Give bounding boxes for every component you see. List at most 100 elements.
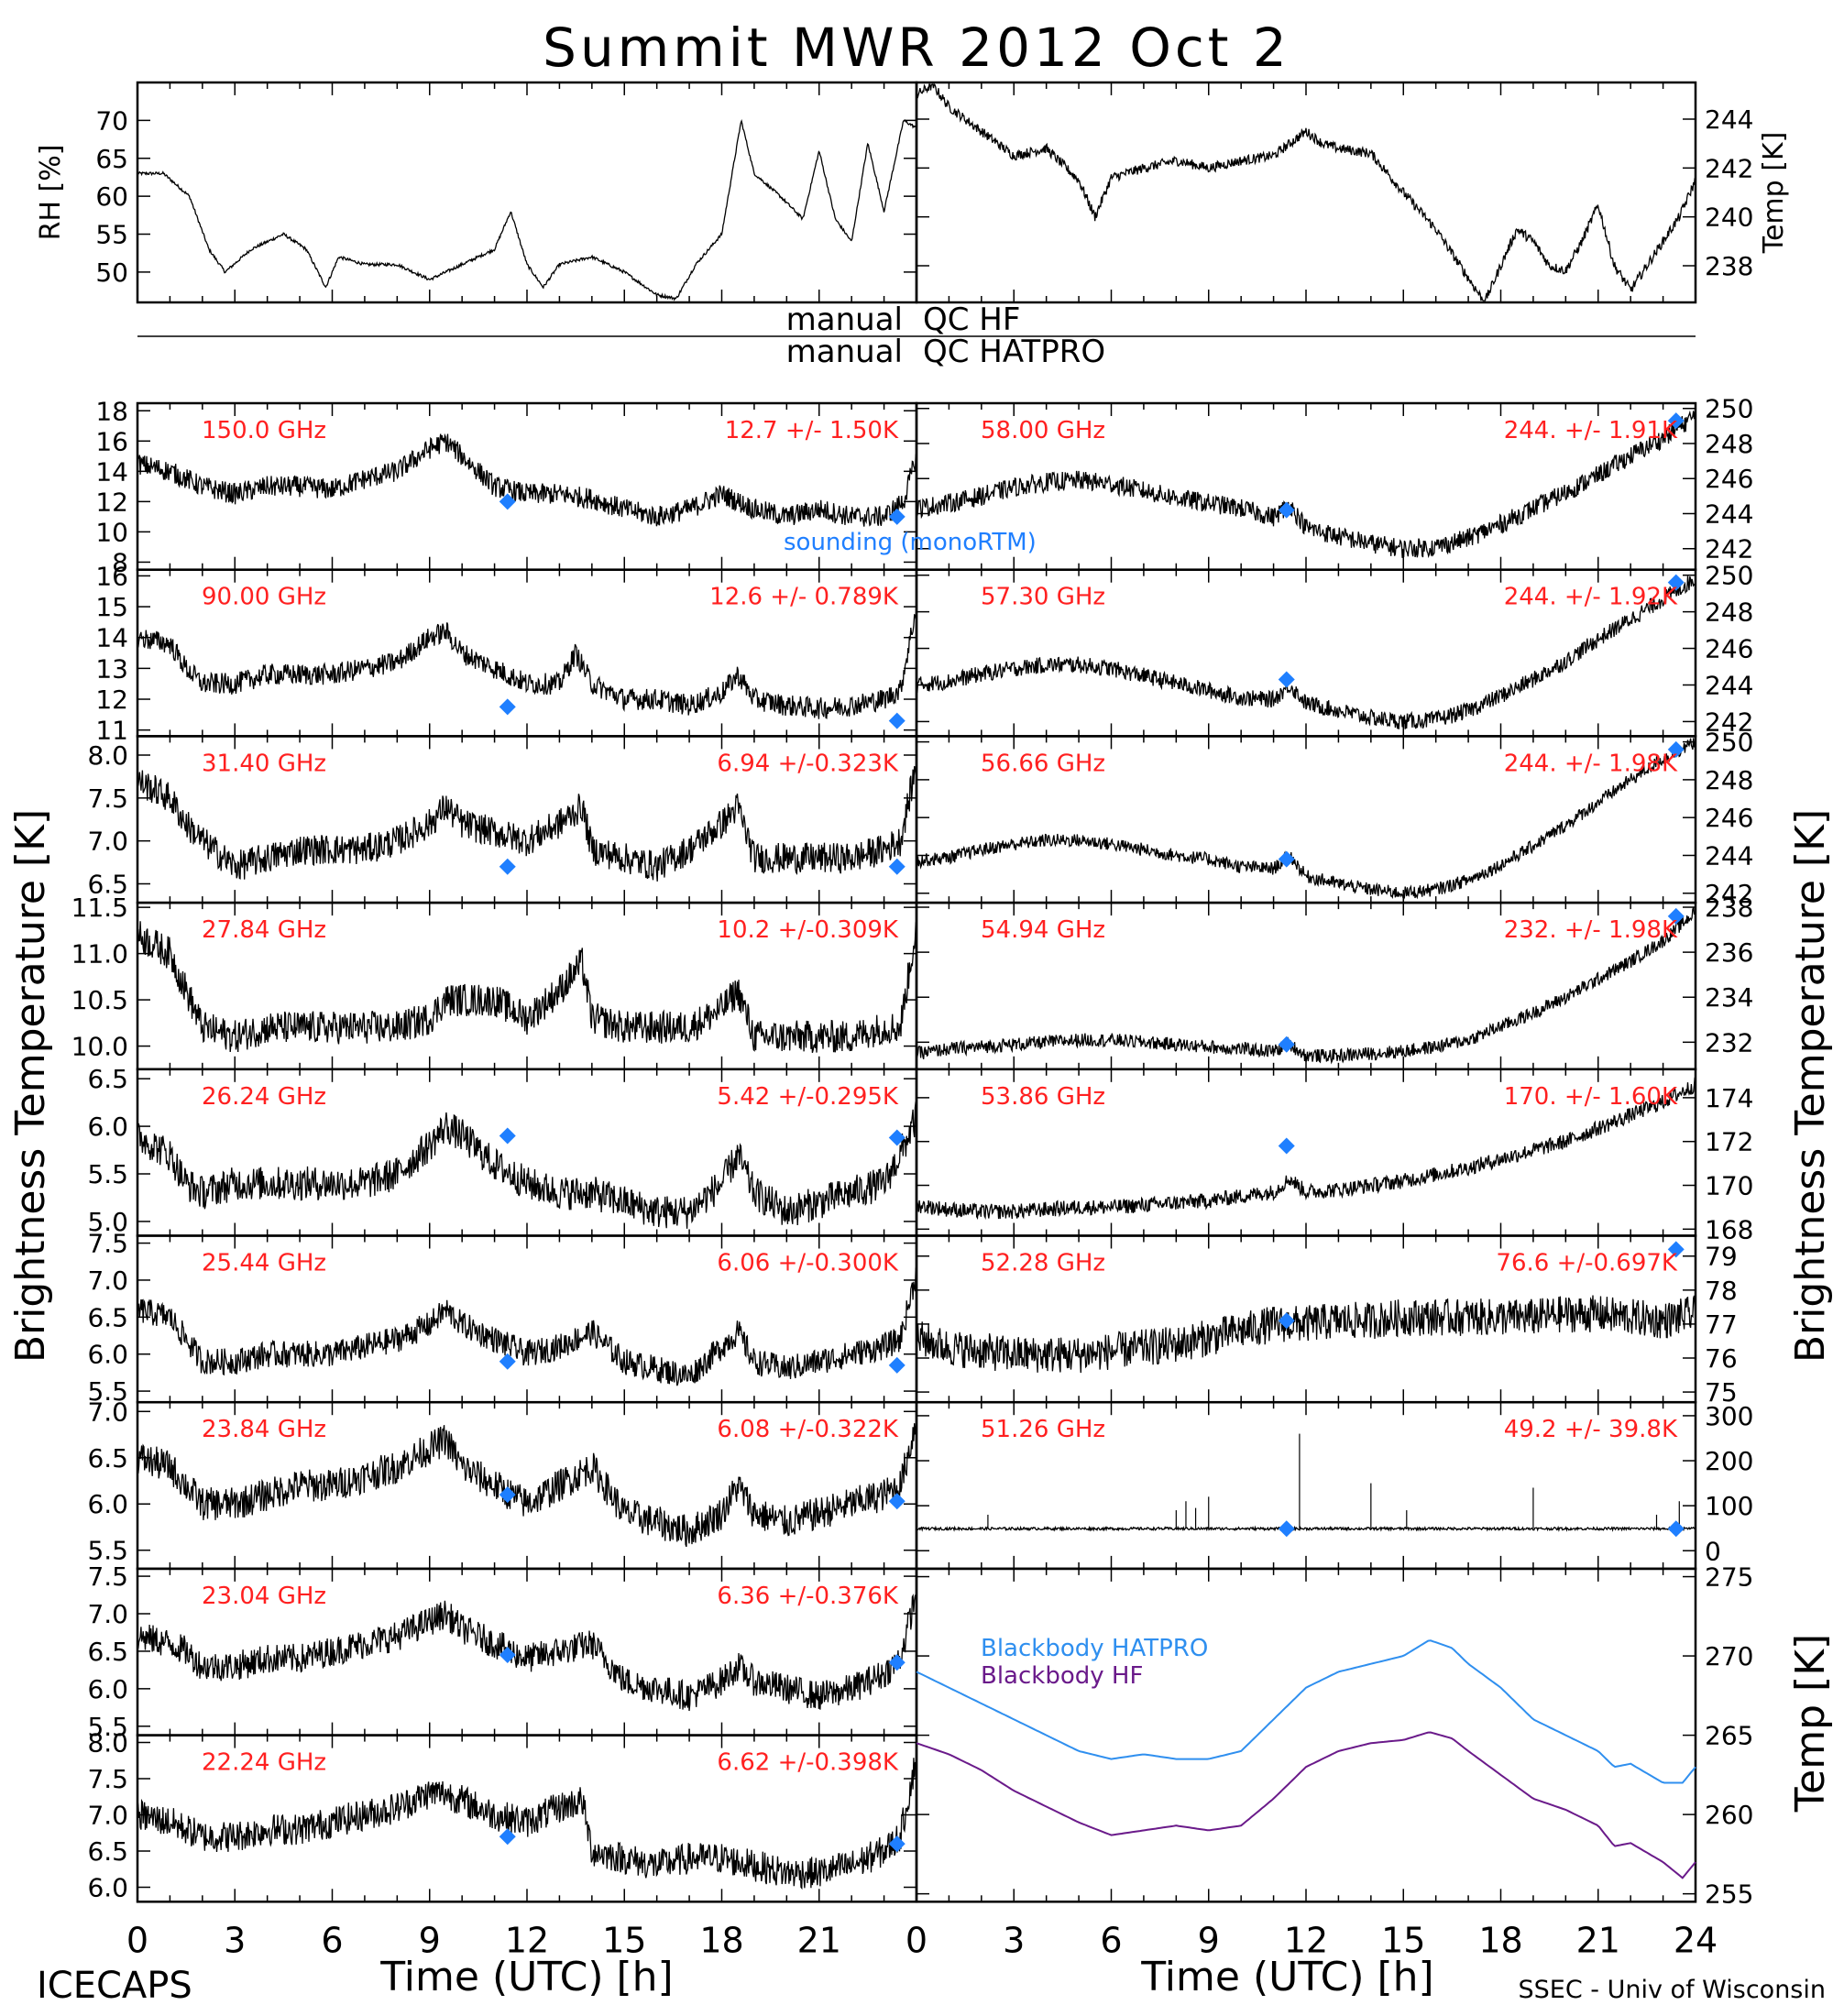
data-trace: [137, 1758, 917, 1890]
data-trace: [916, 82, 1696, 301]
y-tick-label: 5.5: [87, 1159, 128, 1189]
y-tick-label: 70: [95, 105, 128, 136]
sounding-point: [888, 1356, 906, 1374]
stat-label: 244. +/- 1.98K: [1504, 750, 1678, 777]
y-tick-label: 238: [1705, 893, 1753, 923]
legend-hatpro: Blackbody HATPRO: [981, 1635, 1208, 1662]
data-trace: [916, 1295, 1696, 1374]
y-tick-label: 10.5: [71, 985, 128, 1015]
qc-strip: manual QC HF manual QC HATPRO: [137, 301, 1696, 370]
sounding-point: [1278, 1137, 1295, 1155]
y-tick-label: 5.0: [87, 1207, 128, 1237]
panel-ylabel: Temp [K]: [1758, 132, 1790, 255]
sounding-point: [499, 1127, 516, 1145]
sounding-point: [1667, 574, 1685, 591]
sounding-point: [499, 858, 516, 875]
y-tick-label: 242: [1705, 534, 1753, 564]
legend-hf: Blackbody HF: [981, 1662, 1143, 1690]
y-tick-label: 270: [1705, 1641, 1753, 1671]
stat-label: 170. +/- 1.60K: [1504, 1083, 1678, 1111]
data-trace: [137, 766, 917, 882]
panel-ch2384: 5.5 6.0 6.5 7.0 23.84 GHz 6.08 +/-0.322K: [87, 1397, 918, 1571]
y-tick-label: 238: [1705, 251, 1753, 281]
y-tick-label: 8: [112, 547, 128, 577]
frequency-label: 31.40 GHz: [202, 750, 326, 777]
y-tick-label: 50: [95, 257, 128, 288]
sounding-point: [1278, 501, 1295, 519]
y-tick-label: 5.5: [87, 1536, 128, 1566]
panel-ch2304: 5.5 6.0 6.5 7.0 7.5 23.04 GHz 6.36 +/-0.376K: [87, 1561, 918, 1742]
sounding-point: [499, 1353, 516, 1370]
panel-ch5666: 242 244 246 248 250 56.66 GHz 244. +/- 1.98K: [915, 728, 1753, 909]
frequency-label: 56.66 GHz: [981, 750, 1105, 777]
y-tick-label: 300: [1705, 1401, 1753, 1431]
y-tick-label: 7.0: [87, 827, 128, 857]
x-tick-label: 3: [1003, 1920, 1025, 1960]
y-tick-label: 275: [1705, 1562, 1753, 1593]
stat-label: 6.06 +/-0.300K: [717, 1250, 899, 1277]
x-tick-label: 21: [797, 1920, 841, 1960]
y-tick-label: 7.0: [87, 1265, 128, 1296]
panel-ch5126: 0 100 200 300 51.26 GHz 49.2 +/- 39.8K: [915, 1401, 1753, 1571]
y-tick-label: 244: [1705, 104, 1753, 135]
series-line-blackbody-hf: [916, 1731, 1696, 1879]
xlabel-right: Time (UTC) [h]: [1140, 1954, 1433, 2000]
y-tick-label: 200: [1705, 1446, 1753, 1476]
y-tick-label: 232: [1705, 1027, 1753, 1057]
y-tick-label: 242: [1705, 707, 1753, 737]
y-tick-label: 7.5: [87, 783, 128, 814]
sounding-point: [499, 493, 516, 510]
x-tick-label: 21: [1576, 1920, 1620, 1960]
y-tick-label: 246: [1705, 634, 1753, 664]
data-trace: [916, 906, 1696, 1065]
y-tick-label: 248: [1705, 429, 1753, 459]
frequency-label: 150.0 GHz: [202, 417, 326, 444]
panel-ch5730: 242 244 246 248 250 57.30 GHz 244. +/- 1.92K: [915, 561, 1753, 738]
y-tick-label: 14: [95, 456, 128, 487]
stat-label: 12.7 +/- 1.50K: [725, 417, 899, 444]
y-tick-label: 100: [1705, 1491, 1753, 1521]
sounding-point: [888, 1129, 906, 1146]
stat-label: 5.42 +/-0.295K: [717, 1083, 899, 1111]
y-tick-label: 246: [1705, 803, 1753, 833]
y-tick-label: 244: [1705, 840, 1753, 871]
x-tick-label: 18: [1478, 1920, 1522, 1960]
stat-label: 49.2 +/- 39.8K: [1504, 1416, 1678, 1443]
y-tick-label: 6.0: [87, 1112, 128, 1142]
frequency-label: 23.04 GHz: [202, 1583, 326, 1610]
stat-label: 6.36 +/-0.376K: [717, 1583, 899, 1610]
sounding-point: [888, 1654, 906, 1671]
panel-frame: [915, 1567, 1697, 1903]
y-tick-label: 246: [1705, 464, 1753, 494]
y-tick-label: 6.0: [87, 1873, 128, 1903]
y-tick-label: 10: [95, 517, 128, 547]
y-tick-label: 12: [95, 685, 128, 715]
panel-frame: [136, 81, 918, 304]
chart-title: Summit MWR 2012 Oct 2: [543, 16, 1290, 79]
x-tick-label: 12: [1284, 1920, 1328, 1960]
data-trace: [916, 738, 1696, 901]
sounding-point: [499, 1828, 516, 1846]
sounding-point: [888, 1493, 906, 1510]
y-tick-label: 8.0: [87, 740, 128, 771]
y-tick-label: 8.0: [87, 1728, 128, 1759]
y-tick-label: 0: [1705, 1536, 1721, 1566]
data-trace: [137, 920, 917, 1053]
panel-ch5386: 168 170 172 174 53.86 GHz 170. +/- 1.60K: [915, 1068, 1753, 1244]
frequency-label: 22.24 GHz: [202, 1749, 326, 1777]
y-tick-label: 170: [1705, 1171, 1753, 1201]
panel-ch3140: 6.5 7.0 7.5 8.0 31.40 GHz 6.94 +/-0.323K: [87, 735, 918, 904]
panel-frame: [915, 81, 1697, 304]
y-tick-label: 242: [1705, 879, 1753, 909]
x-tick-label: 6: [321, 1920, 343, 1960]
sounding-point: [499, 1647, 516, 1664]
panel-ch2544: 5.5 6.0 6.5 7.0 7.5 25.44 GHz 6.06 +/-0.300K: [87, 1229, 918, 1407]
y-tick-label: 13: [95, 653, 128, 684]
x-tick-label: 9: [419, 1920, 441, 1960]
y-tick-label: 7.0: [87, 1397, 128, 1427]
y-tick-label: 14: [95, 623, 128, 653]
sounding-point: [1667, 1520, 1685, 1538]
y-tick-label: 248: [1705, 765, 1753, 795]
